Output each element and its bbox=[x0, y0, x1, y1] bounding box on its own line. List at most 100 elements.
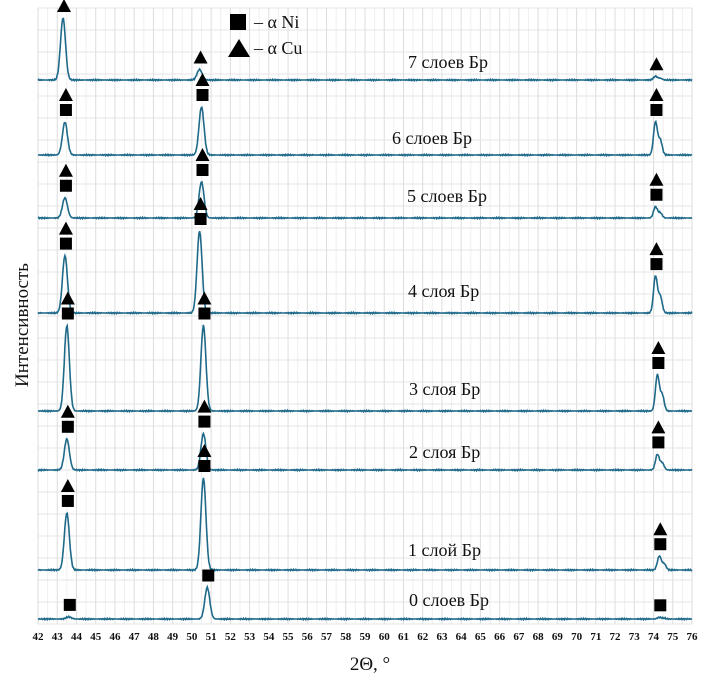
x-tick-label: 49 bbox=[167, 631, 179, 643]
cu-marker bbox=[649, 57, 664, 71]
cu-marker bbox=[60, 404, 75, 418]
x-tick-label: 67 bbox=[513, 631, 525, 643]
ni-marker bbox=[61, 494, 74, 507]
cu-marker bbox=[653, 522, 668, 536]
cu-marker bbox=[60, 291, 75, 305]
cu-marker bbox=[193, 197, 208, 210]
legend-label: – α Ni bbox=[253, 12, 299, 32]
ni-marker bbox=[63, 598, 76, 611]
x-tick-label: 52 bbox=[225, 631, 237, 643]
x-tick-label: 56 bbox=[302, 631, 314, 643]
x-tick-label: 62 bbox=[417, 631, 429, 643]
cu-marker bbox=[197, 399, 212, 413]
ni-marker bbox=[198, 415, 211, 428]
ni-marker bbox=[59, 237, 72, 250]
x-tick-label: 47 bbox=[129, 631, 141, 643]
x-tick-label: 59 bbox=[360, 631, 372, 643]
series-line bbox=[38, 106, 693, 158]
legend-cu-marker bbox=[228, 39, 250, 57]
cu-marker bbox=[195, 73, 210, 86]
ni-marker bbox=[650, 104, 663, 116]
series-label: 0 слоев Бр bbox=[409, 590, 489, 610]
legend-ni-marker bbox=[230, 14, 246, 30]
series-line bbox=[37, 431, 693, 473]
series-line bbox=[37, 584, 693, 622]
cu-marker bbox=[649, 172, 664, 186]
series-line bbox=[37, 17, 693, 83]
cu-marker bbox=[58, 163, 73, 177]
series-label: 3 слоя Бр bbox=[409, 379, 480, 399]
x-tick-label: 45 bbox=[90, 631, 102, 643]
ni-marker bbox=[652, 357, 665, 369]
ni-marker bbox=[196, 164, 209, 176]
x-tick-label: 65 bbox=[475, 631, 487, 643]
x-tick-label: 42 bbox=[33, 631, 45, 643]
series-label: 7 слоев Бр bbox=[408, 52, 488, 72]
cu-marker bbox=[649, 88, 664, 101]
x-tick-label: 43 bbox=[52, 631, 64, 643]
x-tick-label: 70 bbox=[571, 631, 583, 643]
cu-marker bbox=[649, 242, 664, 256]
cu-marker bbox=[197, 291, 212, 305]
y-axis-label: Интенсивность bbox=[12, 263, 33, 387]
series-label: 1 слой Бр bbox=[408, 540, 481, 560]
cu-marker bbox=[58, 88, 73, 101]
x-tick-label: 69 bbox=[552, 631, 564, 643]
ni-marker bbox=[652, 436, 665, 449]
series-line bbox=[37, 180, 693, 221]
x-tick-label: 50 bbox=[186, 631, 198, 643]
cu-marker bbox=[195, 148, 210, 161]
x-tick-label: 48 bbox=[148, 631, 160, 643]
x-tick-label: 51 bbox=[206, 631, 217, 643]
grid bbox=[37, 7, 693, 625]
cu-marker bbox=[193, 50, 208, 64]
ni-marker bbox=[198, 460, 211, 472]
x-tick-labels: 42 43 44 45 46 47 48 49 50 51 52 53 54 55 56 57 58 59 60 61… bbox=[33, 631, 699, 643]
ni-marker bbox=[61, 307, 74, 320]
ni-marker bbox=[59, 104, 72, 116]
cu-marker bbox=[197, 444, 212, 457]
ni-marker bbox=[650, 188, 663, 201]
x-tick-label: 72 bbox=[610, 631, 622, 643]
series-line bbox=[37, 323, 692, 414]
x-tick-label: 44 bbox=[71, 631, 83, 643]
legend: – α Ni – α Cu bbox=[228, 12, 302, 58]
x-tick-label: 73 bbox=[629, 631, 641, 643]
ni-marker bbox=[202, 569, 215, 582]
x-tick-label: 66 bbox=[494, 631, 506, 643]
x-axis-label: 2Θ, ° bbox=[350, 654, 390, 675]
ni-marker bbox=[194, 213, 207, 225]
cu-marker bbox=[57, 0, 72, 12]
ni-marker bbox=[654, 599, 667, 612]
x-tick-label: 68 bbox=[533, 631, 545, 643]
x-tick-label: 76 bbox=[687, 631, 699, 643]
series-line bbox=[37, 231, 693, 316]
series-label: 5 слоев Бр bbox=[407, 186, 487, 206]
legend-label: – α Cu bbox=[253, 38, 302, 58]
x-tick-label: 61 bbox=[398, 631, 409, 643]
ni-marker bbox=[198, 307, 211, 320]
series-label: 2 слоя Бр bbox=[409, 442, 480, 462]
phase-markers bbox=[57, 0, 668, 612]
x-tick-label: 75 bbox=[667, 631, 679, 643]
x-tick-label: 46 bbox=[109, 631, 121, 643]
x-tick-label: 63 bbox=[436, 631, 448, 643]
ni-marker bbox=[61, 420, 74, 433]
x-tick-label: 58 bbox=[340, 631, 352, 643]
cu-marker bbox=[651, 420, 666, 434]
x-tick-label: 60 bbox=[379, 631, 391, 643]
x-tick-label: 74 bbox=[648, 631, 660, 643]
cu-marker bbox=[651, 341, 666, 354]
series-traces bbox=[37, 17, 693, 622]
series-labels: 7 слоев Бр 6 слоев Бр 5 слоев Бр 4 слоя Бр 3… bbox=[392, 52, 489, 610]
x-tick-label: 55 bbox=[283, 631, 295, 643]
cu-marker bbox=[58, 221, 73, 235]
cu-marker bbox=[60, 478, 75, 492]
ni-marker bbox=[196, 89, 209, 101]
x-tick-label: 57 bbox=[321, 631, 333, 643]
ni-marker bbox=[59, 179, 72, 192]
series-label: 4 слоя Бр bbox=[408, 281, 479, 301]
x-tick-label: 64 bbox=[456, 631, 468, 643]
x-tick-label: 53 bbox=[244, 631, 256, 643]
